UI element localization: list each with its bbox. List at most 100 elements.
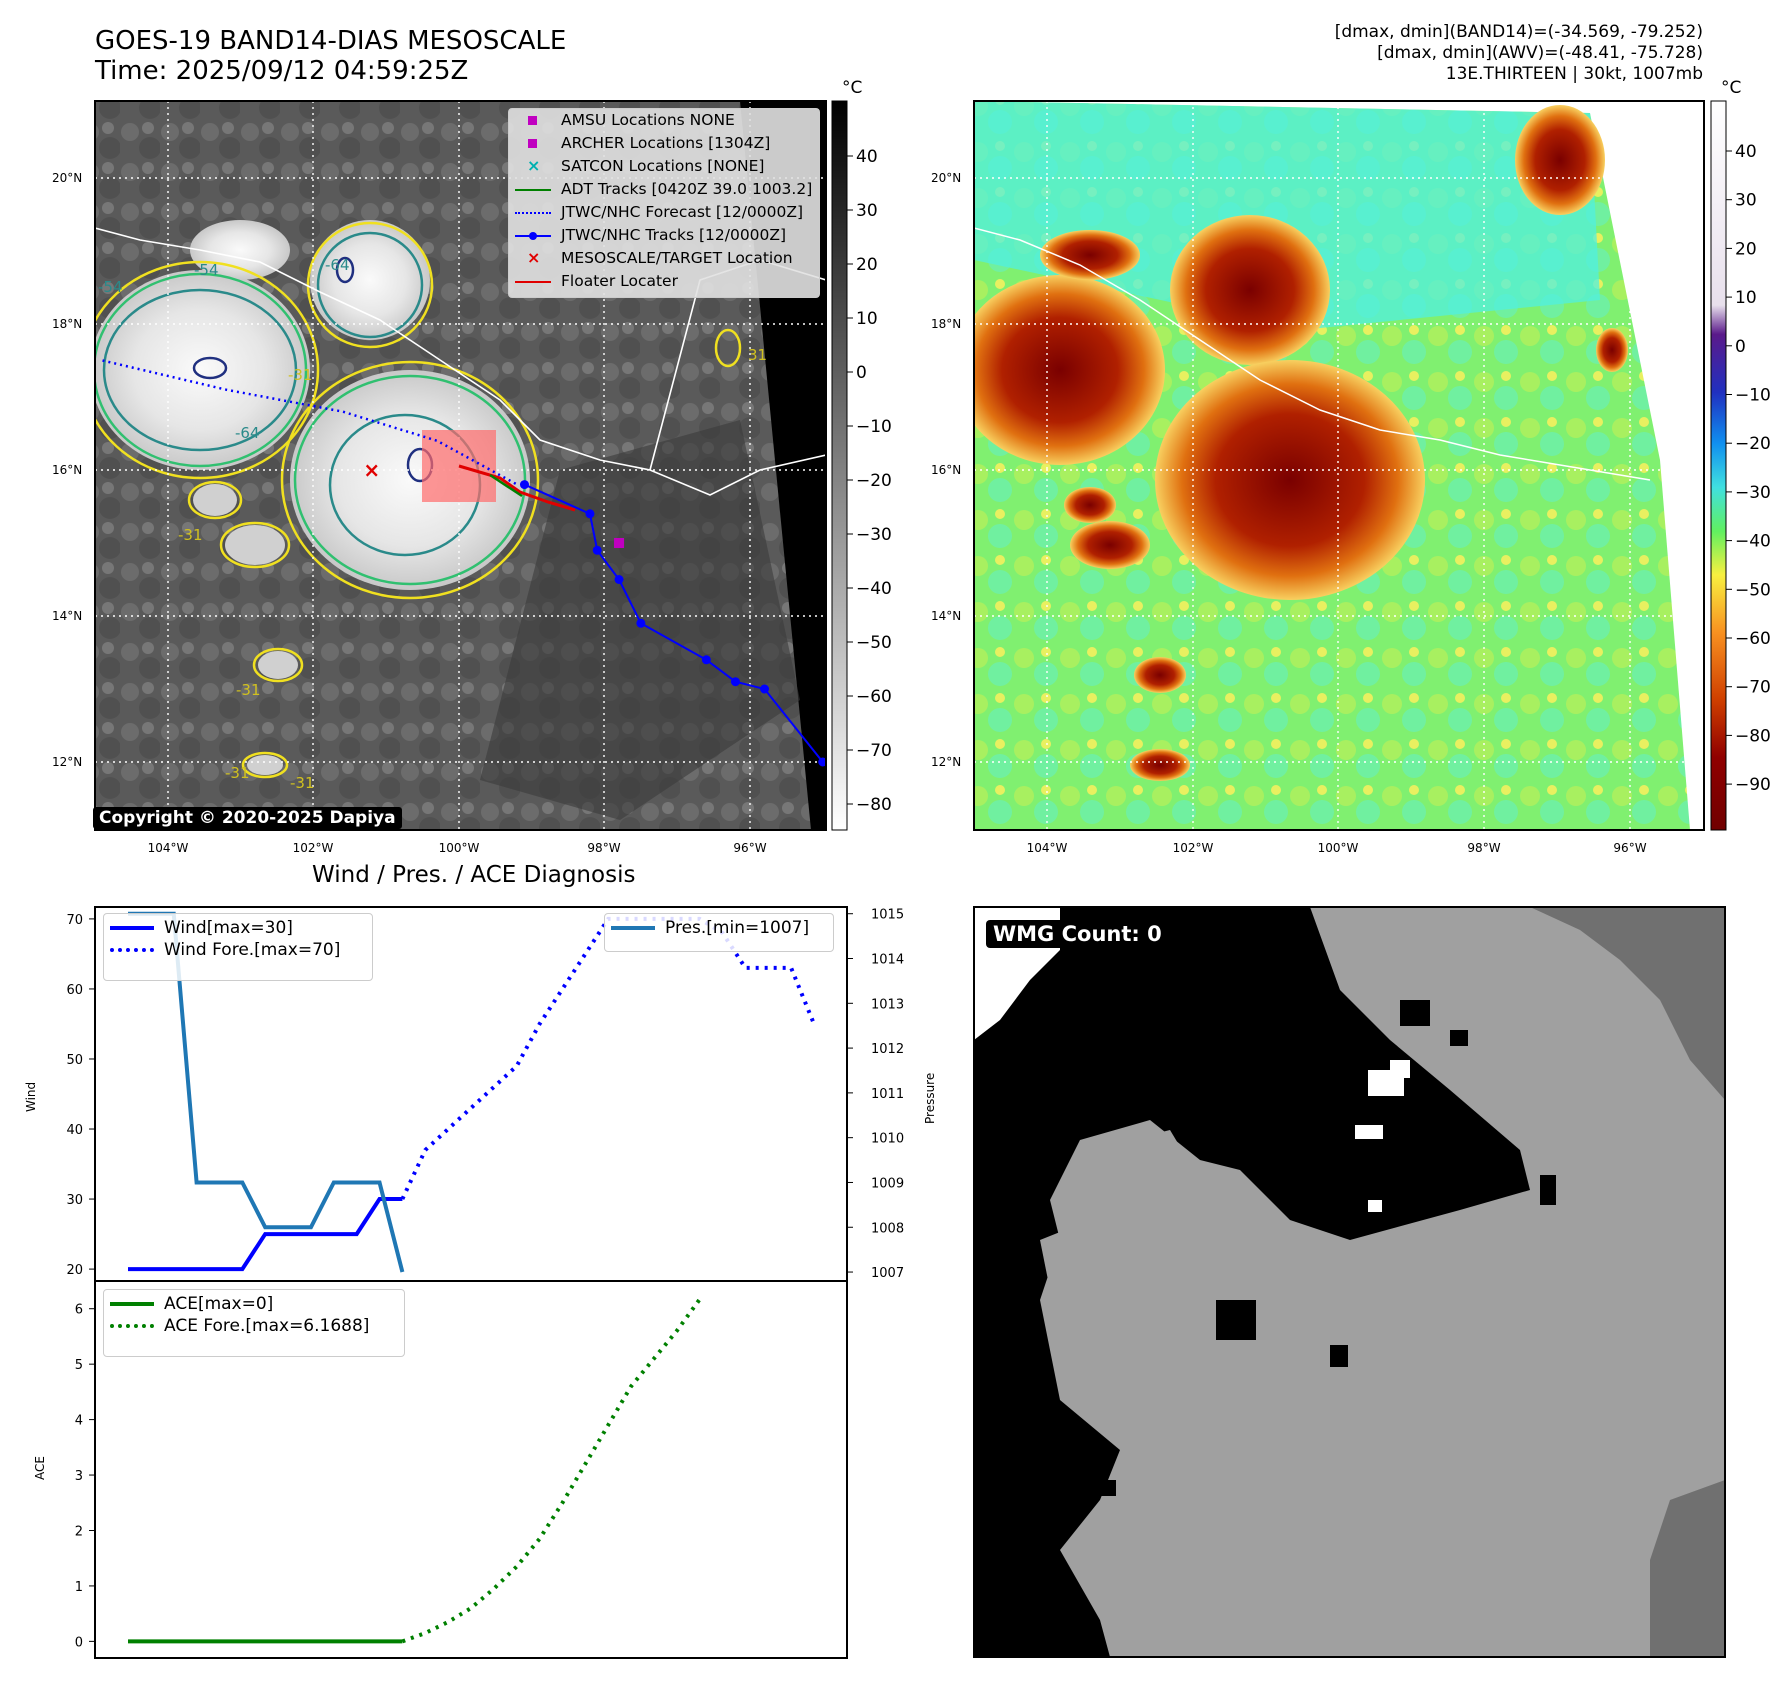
colorbar-tick-label: −20 xyxy=(856,471,892,491)
colorbar-tick-label: 0 xyxy=(1735,337,1746,357)
colorbar-unit: °C xyxy=(842,78,862,98)
colorbar-tick-label: 10 xyxy=(856,309,878,329)
color-coastline xyxy=(974,227,1651,481)
legend-symbol xyxy=(515,277,551,287)
colorbar-tick-label: 40 xyxy=(1735,142,1757,162)
legend-label: JTWC/NHC Tracks [12/0000Z] xyxy=(561,226,787,244)
y-tick-label: 70 xyxy=(66,913,83,928)
y-tick-label: 5 xyxy=(75,1358,83,1373)
colorbar-tick-label: 30 xyxy=(856,201,878,221)
y-tick-label: 60 xyxy=(66,983,83,998)
colorbar-tick-label: −40 xyxy=(856,579,892,599)
track-point xyxy=(701,655,711,665)
lon-label: 102°W xyxy=(1173,841,1214,855)
track-point xyxy=(818,757,826,767)
series-line xyxy=(128,1197,403,1272)
legend-entry-pressure: Pres.[min=1007] xyxy=(605,917,833,939)
y2-tick-label: 1013 xyxy=(871,997,904,1012)
colorbar-tick-label: −30 xyxy=(1735,483,1771,503)
colorbar-tick-label: −60 xyxy=(856,687,892,707)
legend-entry: × MESOSCALE/TARGET Location xyxy=(509,247,819,270)
ace-axis-label: ACE xyxy=(33,1456,47,1480)
forecast-track-line xyxy=(102,359,518,486)
ace-legend: ACE[max=0] ACE Fore.[max=6.1688] xyxy=(103,1289,405,1357)
wind-axis-label: Wind xyxy=(24,1082,38,1112)
lon-label: 100°W xyxy=(1318,841,1359,855)
wmg-count-badge: WMG Count: 0 xyxy=(986,920,1169,948)
wmg-panel[interactable] xyxy=(973,906,1726,1658)
contour-label: -54 xyxy=(194,261,219,279)
ir-colorbar: °C 40 30 20 10 0 −10 −20 −30 −40 −50 −60 −70 −80 xyxy=(831,78,892,831)
color-map-frame xyxy=(973,100,1705,831)
lat-label: 18°N xyxy=(931,317,961,331)
legend-entry: × SATCON Locations [NONE] xyxy=(509,155,819,178)
colorbar-tick-label: −70 xyxy=(856,741,892,761)
lat-label: 14°N xyxy=(931,609,961,623)
legend-entry-wind: Wind[max=30] xyxy=(104,917,372,939)
lon-label: 96°W xyxy=(1613,841,1646,855)
lat-label: 18°N xyxy=(52,317,82,331)
y-tick-label: 30 xyxy=(66,1193,83,1208)
lon-label: 104°W xyxy=(148,841,189,855)
color-map-gridlines xyxy=(974,101,1704,830)
lat-label: 12°N xyxy=(52,755,82,769)
legend-label: Wind[max=30] xyxy=(164,918,293,938)
ir-map-frame xyxy=(94,100,827,831)
colorbar-tick-label: −80 xyxy=(1735,726,1771,746)
lon-label: 102°W xyxy=(293,841,334,855)
legend-label: ADT Tracks [0420Z 39.0 1003.2] xyxy=(561,180,813,198)
colorbar-tick-label: −40 xyxy=(1735,532,1771,552)
colorbar-tick-label: 40 xyxy=(856,147,878,167)
target-marker: × xyxy=(363,458,380,482)
lat-label: 14°N xyxy=(52,609,82,623)
legend-label: Floater Locater xyxy=(561,272,678,290)
colorbar-tick-label: −70 xyxy=(1735,678,1771,698)
lon-label: 98°W xyxy=(587,841,620,855)
colorbar-tick-label: −10 xyxy=(856,417,892,437)
contour-label: 31 xyxy=(748,346,767,364)
lat-label: 16°N xyxy=(931,463,961,477)
lon-label: 100°W xyxy=(439,841,480,855)
contour-label: -31 xyxy=(236,681,261,699)
track-point xyxy=(614,575,624,584)
legend-entry: ARCHER Locations [1304Z] xyxy=(509,132,819,155)
lon-label: 96°W xyxy=(733,841,766,855)
colorbar-tick-label: 20 xyxy=(1735,239,1757,259)
legend-label: ARCHER Locations [1304Z] xyxy=(561,134,771,152)
colorbar-tick-label: −50 xyxy=(1735,580,1771,600)
storm-track-layer: × xyxy=(102,359,826,767)
legend-symbol xyxy=(515,115,551,126)
y2-tick-label: 1014 xyxy=(871,953,904,968)
map-legend: AMSU Locations NONE ARCHER Locations [130… xyxy=(508,108,820,298)
figure-time: Time: 2025/09/12 04:59:25Z xyxy=(95,56,469,86)
legend-symbol xyxy=(515,185,551,195)
cloud-contours xyxy=(95,221,742,779)
lon-label: 98°W xyxy=(1467,841,1500,855)
y2-tick-label: 1008 xyxy=(871,1221,904,1236)
y2-tick-label: 1012 xyxy=(871,1042,904,1057)
y-tick-label: 2 xyxy=(75,1524,83,1539)
colorbar-tick-label: 10 xyxy=(1735,288,1757,308)
color-map-panel[interactable] xyxy=(955,101,1704,830)
color-map-upper-cool xyxy=(974,101,1600,330)
track-point xyxy=(592,545,602,555)
contour-label: -31 xyxy=(290,774,315,792)
track-point xyxy=(760,684,770,694)
legend-label: ACE Fore.[max=6.1688] xyxy=(164,1316,370,1336)
legend-symbol: × xyxy=(527,155,541,175)
colorbar-tick-label: 20 xyxy=(856,255,878,275)
colorbar-tick-label: −10 xyxy=(1735,386,1771,406)
legend-entry-ace: ACE[max=0] xyxy=(104,1293,404,1315)
y-tick-label: 3 xyxy=(75,1469,83,1484)
legend-symbol xyxy=(515,138,551,149)
storm-summary: 13E.THIRTEEN | 30kt, 1007mb xyxy=(1445,64,1703,84)
colorbar-tick-label: −30 xyxy=(856,525,892,545)
band14-range: [dmax, dmin](BAND14)=(-34.569, -79.252) xyxy=(1334,22,1703,42)
colorbar-tick-label: 30 xyxy=(1735,191,1757,211)
legend-label: ACE[max=0] xyxy=(164,1294,274,1314)
colorbar-tick-label: 0 xyxy=(856,363,867,383)
lat-label: 20°N xyxy=(52,171,82,185)
legend-label: AMSU Locations NONE xyxy=(561,111,735,129)
figure-title: GOES-19 BAND14-DIAS MESOSCALE xyxy=(95,26,567,56)
legend-entry-ace-forecast: ACE Fore.[max=6.1688] xyxy=(104,1315,404,1337)
